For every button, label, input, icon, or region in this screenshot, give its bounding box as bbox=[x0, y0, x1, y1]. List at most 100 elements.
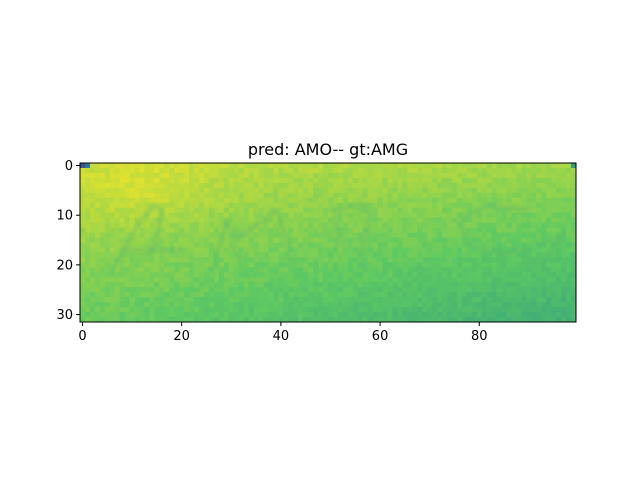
heatmap-cell bbox=[233, 187, 240, 194]
heatmap-cell bbox=[342, 262, 349, 268]
heatmap-cell bbox=[521, 167, 527, 174]
heatmap-cell bbox=[337, 272, 344, 278]
heatmap-cell bbox=[447, 207, 453, 214]
heatmap-cell bbox=[104, 217, 111, 224]
heatmap-cell bbox=[402, 262, 408, 268]
heatmap-cell bbox=[84, 182, 91, 189]
heatmap-cell bbox=[328, 217, 334, 224]
heatmap-cell bbox=[427, 192, 433, 199]
heatmap-cell bbox=[218, 202, 225, 209]
heatmap-cell bbox=[367, 282, 374, 288]
heatmap-cell bbox=[179, 252, 185, 259]
heatmap-cell bbox=[372, 242, 379, 249]
heatmap-cell bbox=[194, 197, 200, 204]
heatmap-cell bbox=[367, 267, 374, 273]
heatmap-cell bbox=[273, 257, 279, 263]
heatmap-cell bbox=[238, 307, 245, 313]
heatmap-cell bbox=[377, 272, 384, 278]
heatmap-cell bbox=[486, 317, 493, 322]
heatmap-cell bbox=[432, 272, 438, 278]
heatmap-cell bbox=[412, 212, 418, 219]
heatmap-cell bbox=[486, 167, 493, 174]
heatmap-cell bbox=[248, 302, 255, 308]
heatmap-cell bbox=[521, 282, 527, 288]
heatmap-cell bbox=[313, 257, 319, 263]
heatmap-cell bbox=[521, 297, 527, 303]
heatmap-cell bbox=[442, 302, 448, 308]
heatmap-cell bbox=[313, 262, 319, 268]
heatmap-cell bbox=[184, 252, 190, 259]
heatmap-cell bbox=[99, 317, 106, 322]
heatmap-cell bbox=[337, 212, 344, 219]
heatmap-cell bbox=[184, 267, 190, 273]
heatmap-cell bbox=[323, 232, 329, 239]
heatmap-cell bbox=[347, 277, 354, 283]
heatmap-cell bbox=[496, 282, 503, 288]
heatmap-cell bbox=[526, 197, 532, 204]
heatmap-cell bbox=[516, 282, 523, 288]
heatmap-cell bbox=[213, 197, 220, 204]
heatmap-cell bbox=[278, 292, 284, 298]
heatmap-cell bbox=[442, 217, 448, 224]
heatmap-cell bbox=[432, 232, 438, 239]
heatmap-cell bbox=[144, 192, 151, 199]
heatmap-cell bbox=[506, 267, 513, 273]
heatmap-cell bbox=[114, 232, 121, 239]
heatmap-cell bbox=[437, 177, 443, 184]
heatmap-cell bbox=[422, 232, 428, 239]
heatmap-cell bbox=[218, 317, 225, 322]
heatmap-cell bbox=[377, 167, 384, 174]
heatmap-cell bbox=[323, 242, 329, 249]
heatmap-cell bbox=[466, 227, 473, 234]
heatmap-cell bbox=[407, 302, 413, 308]
heatmap-cell bbox=[481, 262, 488, 268]
heatmap-cell bbox=[323, 163, 329, 169]
heatmap-cell bbox=[531, 297, 537, 303]
heatmap-cell bbox=[278, 277, 284, 283]
heatmap-cell bbox=[144, 172, 151, 179]
heatmap-cell bbox=[303, 262, 309, 268]
heatmap-cell bbox=[437, 163, 443, 169]
heatmap-cell bbox=[154, 297, 160, 303]
heatmap-cell bbox=[318, 237, 324, 244]
heatmap-cell bbox=[352, 312, 359, 318]
heatmap-cell bbox=[268, 163, 275, 169]
heatmap-cell bbox=[114, 177, 121, 184]
heatmap-cell bbox=[511, 232, 518, 239]
heatmap-cell bbox=[99, 242, 106, 249]
heatmap-cell bbox=[556, 177, 562, 184]
heatmap-cell bbox=[372, 212, 379, 219]
heatmap-cell bbox=[357, 232, 364, 239]
heatmap-cell bbox=[298, 277, 304, 283]
heatmap-cell bbox=[481, 167, 488, 174]
heatmap-cell bbox=[501, 222, 508, 229]
heatmap-cell bbox=[481, 202, 488, 209]
heatmap-cell bbox=[332, 192, 339, 199]
heatmap-cell bbox=[402, 267, 408, 273]
heatmap-cell bbox=[362, 197, 369, 204]
heatmap-cell bbox=[571, 217, 576, 224]
heatmap-cell bbox=[496, 242, 503, 249]
heatmap-cell bbox=[432, 167, 438, 174]
heatmap-cell bbox=[323, 182, 329, 189]
heatmap-cell bbox=[84, 252, 91, 259]
heatmap-cell bbox=[199, 232, 205, 239]
heatmap-cell bbox=[109, 192, 116, 199]
handwriting-stroke bbox=[457, 203, 566, 267]
heatmap-cell bbox=[213, 227, 220, 234]
heatmap-cell bbox=[456, 202, 463, 209]
heatmap-cell bbox=[551, 232, 557, 239]
heatmap-cell bbox=[491, 192, 498, 199]
heatmap-cell bbox=[541, 237, 547, 244]
heatmap-cell bbox=[481, 217, 488, 224]
heatmap-cell bbox=[332, 277, 339, 283]
heatmap-cell bbox=[194, 307, 200, 313]
heatmap-cell bbox=[531, 237, 537, 244]
heatmap-cell bbox=[382, 252, 389, 259]
heatmap-cell bbox=[476, 212, 483, 219]
heatmap-cell bbox=[432, 172, 438, 179]
heatmap-cell bbox=[268, 177, 275, 184]
heatmap-cell bbox=[506, 292, 513, 298]
heatmap-cell bbox=[561, 282, 567, 288]
heatmap-cell bbox=[526, 317, 532, 322]
